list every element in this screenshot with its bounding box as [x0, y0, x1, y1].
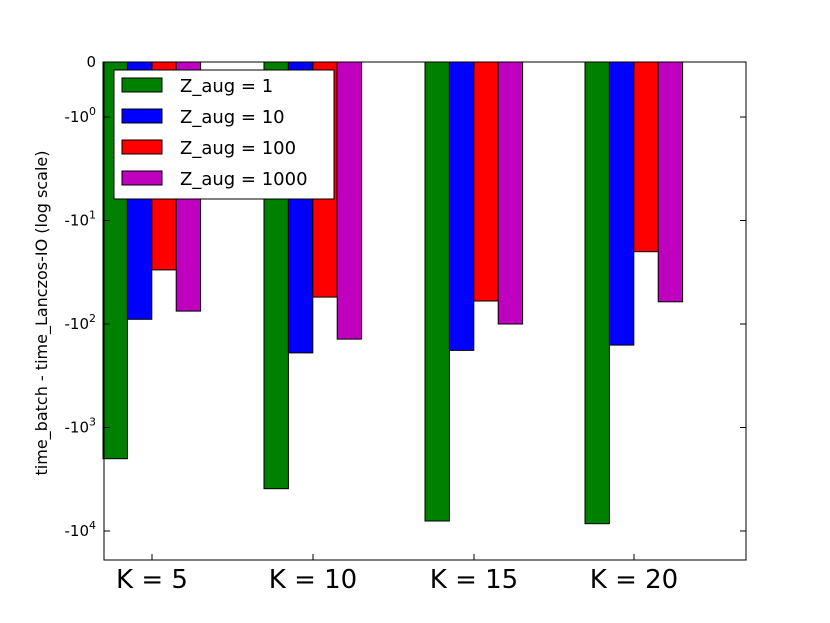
bar-2-3 [448, 61, 475, 351]
bar-1-3 [424, 61, 450, 522]
legend: Z_aug = 1 Z_aug = 10 Z_aug = 100 Z_aug = 10… [113, 69, 335, 200]
plot-frame [103, 61, 747, 561]
bar-3-4 [633, 61, 659, 253]
x-tick-labels: K = 5 K = 10 K = 15 K = 20 [116, 62, 678, 595]
legend-label-4: Z_aug = 1000 [180, 169, 308, 190]
y-tick-label-0: 0 [86, 53, 96, 71]
legend-label-2: Z_aug = 10 [180, 107, 285, 128]
legend-swatch-4 [121, 170, 163, 186]
y-tick-label-2: -101 [65, 209, 97, 230]
y-tick-label-4: -103 [65, 416, 97, 437]
legend-label-3: Z_aug = 100 [180, 138, 296, 159]
bar-3-3 [473, 61, 499, 302]
x-tick-label-1: K = 5 [116, 565, 188, 595]
legend-swatch-3 [121, 139, 163, 155]
bar-1-4 [584, 61, 610, 525]
y-tick-label-5: -104 [65, 519, 97, 540]
y-tick-label-1: -100 [65, 105, 97, 126]
bar-4-2 [336, 61, 363, 340]
y-axis-label: time_batch - time_Lanczos-IO (log scale) [32, 151, 52, 476]
bar-4-3 [497, 61, 524, 325]
y-tick-label-3: -102 [65, 312, 97, 333]
bar-4-4 [657, 61, 684, 303]
bar-2-4 [608, 61, 635, 346]
legend-label-1: Z_aug = 1 [180, 76, 273, 97]
legend-swatch-2 [121, 108, 163, 124]
x-tick-label-3: K = 15 [430, 565, 518, 595]
legend-swatch-1 [121, 77, 163, 93]
y-ticks: 0 -100 -101 -102 -103 -104 [65, 53, 746, 540]
x-tick-label-2: K = 10 [269, 565, 357, 595]
x-tick-label-4: K = 20 [590, 565, 678, 595]
